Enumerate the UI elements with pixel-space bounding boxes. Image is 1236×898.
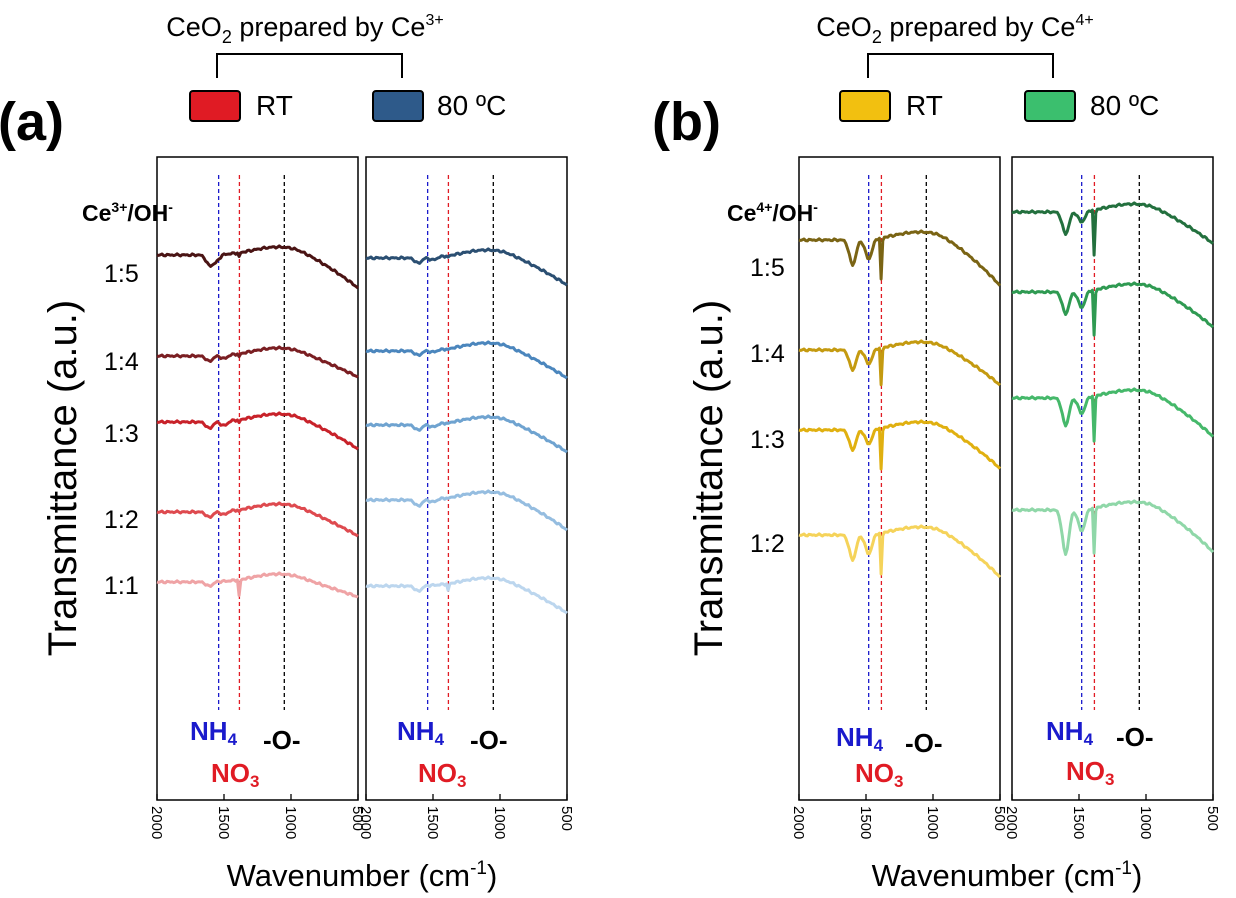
x-tick-label: 1000 — [491, 806, 508, 839]
plot-frame-b-80c — [1011, 156, 1214, 801]
nh4-label: NH4 — [836, 722, 884, 755]
oxo-label: -O- — [470, 725, 508, 755]
x-tick-label: 500 — [558, 806, 575, 831]
spectrum-a-right-1-5 — [365, 247, 568, 287]
x-tick-label: 1500 — [857, 806, 874, 839]
spectrum-b-right-1-2 — [1011, 499, 1215, 556]
oxo-label: -O- — [905, 728, 943, 758]
plot-frame-a-80c — [365, 156, 568, 801]
spectrum-a-left-1-2 — [156, 501, 359, 538]
x-tick-label: 2000 — [1003, 806, 1020, 839]
x-tick-label: 1500 — [424, 806, 441, 839]
x-tick-label: 2000 — [148, 806, 165, 839]
spectrum-a-left-1-1 — [156, 571, 359, 599]
x-tick-label: 2000 — [790, 806, 807, 839]
x-tick-label: 500 — [1204, 806, 1221, 831]
spectrum-a-left-1-3 — [156, 411, 359, 451]
panel-a-xlabel: Wavenumber (cm-1) — [227, 858, 498, 893]
legend-a-bracket — [216, 53, 403, 78]
spectrum-b-left-1-2 — [798, 524, 1002, 579]
nh4-label: NH4 — [1046, 716, 1094, 749]
panel-b-ratio-label: 1:5 — [750, 254, 785, 282]
x-tick-label: 2000 — [357, 806, 374, 839]
panel-a-letter: (a) — [0, 92, 64, 152]
panel-b-ratio-label: 1:3 — [750, 426, 785, 454]
x-tick-label: 500 — [991, 806, 1008, 831]
panel-b-xlabel: Wavenumber (cm-1) — [872, 858, 1143, 893]
no3-label: NO3 — [211, 758, 259, 791]
legend-a-swatch-rt — [189, 90, 241, 122]
plot-frame-a-rt — [156, 156, 359, 801]
spectrum-a-left-1-5 — [156, 244, 359, 290]
legend-a-label-rt: RT — [256, 90, 293, 121]
panel-a-ratio-label: 1:2 — [104, 506, 139, 534]
legend-b-label-80c: 80 ºC — [1090, 90, 1159, 121]
panel-a-ratio-header: Ce3+/OH- — [82, 199, 173, 226]
x-tick-label: 500 — [349, 806, 366, 831]
panel-a-ratio-label: 1:5 — [104, 260, 139, 288]
spectrum-b-left-1-5 — [798, 229, 1002, 287]
reference-lines — [217, 175, 1140, 710]
oxo-label: -O- — [1116, 722, 1154, 752]
legend-a-swatch-80c — [372, 90, 424, 122]
panel-a-ratio-label: 1:3 — [104, 420, 139, 448]
plot-frame-b-rt — [798, 156, 1001, 801]
nh4-label: NH4 — [190, 716, 238, 749]
spectra — [156, 201, 1215, 615]
legend-b-swatch-rt — [839, 90, 891, 122]
legend-a-label-80c: 80 ºC — [437, 90, 506, 121]
no3-label: NO3 — [1066, 756, 1114, 789]
legend-b-label-rt: RT — [906, 90, 943, 121]
x-tick-label: 1500 — [1070, 806, 1087, 839]
spectrum-a-right-1-3 — [365, 414, 568, 454]
spectrum-b-right-1-3 — [1011, 387, 1215, 443]
legend-a: CeO2 prepared by Ce3+ RT 80 ºC — [166, 12, 506, 122]
panel-b-ratio-label: 1:2 — [750, 530, 785, 558]
legend-b: CeO2 prepared by Ce4+ RT 80 ºC — [816, 12, 1159, 122]
panel-a-ratio-label: 1:4 — [104, 348, 139, 376]
spectrum-a-right-1-1 — [365, 575, 568, 615]
legend-b-title: CeO2 prepared by Ce4+ — [816, 12, 1093, 47]
x-tick-label: 1000 — [1137, 806, 1154, 839]
no3-label: NO3 — [418, 758, 466, 791]
panel-b-ratio-label: 1:4 — [750, 340, 785, 368]
spectrum-b-right-1-5 — [1011, 201, 1214, 257]
spectrum-a-right-1-4 — [365, 340, 568, 380]
legend-a-title: CeO2 prepared by Ce3+ — [166, 12, 443, 47]
spectrum-a-left-1-4 — [156, 345, 359, 379]
spectrum-b-right-1-4 — [1011, 281, 1214, 337]
x-tick-label: 1000 — [924, 806, 941, 839]
nh4-label: NH4 — [397, 716, 445, 749]
spectrum-b-left-1-4 — [798, 339, 1001, 387]
oxo-label: -O- — [263, 725, 301, 755]
legend-b-swatch-80c — [1024, 90, 1076, 122]
no3-label: NO3 — [855, 758, 903, 791]
spectrum-a-right-1-2 — [365, 489, 568, 532]
spectrum-b-left-1-3 — [798, 419, 1002, 471]
legend-b-bracket — [867, 53, 1054, 78]
panel-b-letter: (b) — [652, 92, 721, 152]
panel-a-ylabel: Transmittance (a.u.) — [41, 300, 85, 656]
x-tick-label: 1500 — [215, 806, 232, 839]
panel-b-ratio-header: Ce4+/OH- — [727, 199, 818, 226]
panel-a-ratio-label: 1:1 — [104, 572, 139, 600]
panel-b-ylabel: Transmittance (a.u.) — [687, 300, 731, 656]
x-tick-label: 1000 — [282, 806, 299, 839]
